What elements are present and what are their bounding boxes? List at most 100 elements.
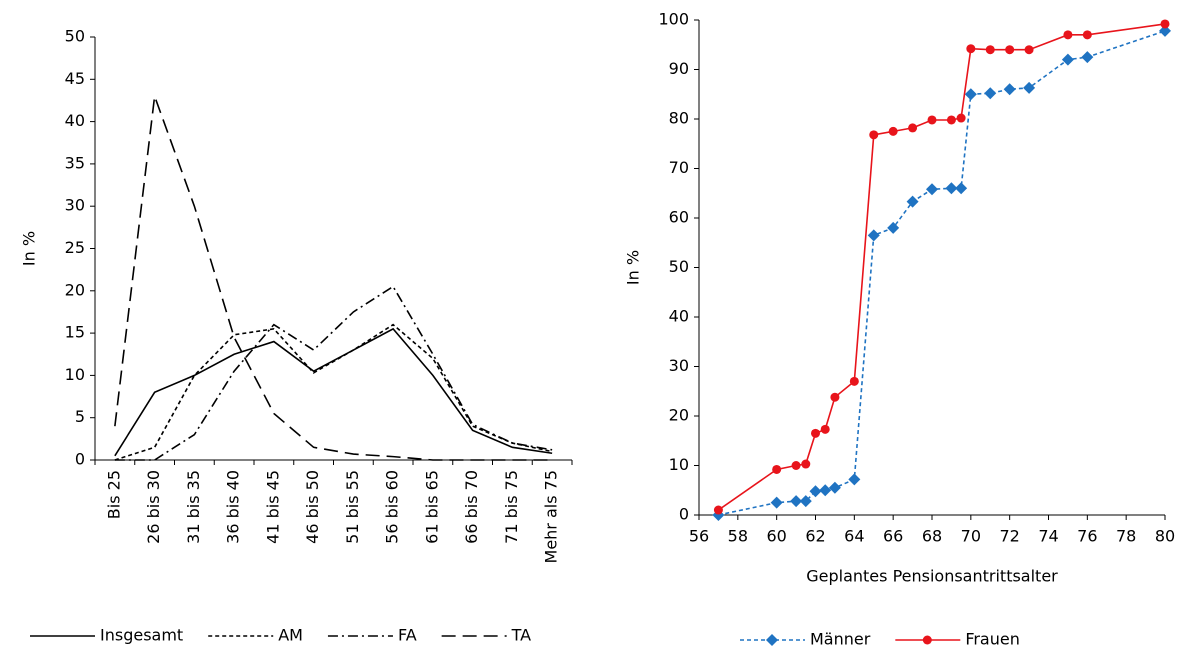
y-tick-label: 70 (669, 158, 689, 177)
y-tick-label: 100 (658, 10, 689, 29)
x-tick-label: Mehr als 75 (542, 470, 561, 563)
series-marker (828, 481, 841, 494)
y-axis-label: In % (20, 231, 39, 266)
series-marker (955, 182, 968, 195)
y-tick-label: 45 (65, 69, 85, 88)
x-tick-label: 56 bis 60 (383, 470, 402, 544)
series-marker (1023, 81, 1036, 94)
y-tick-label: 90 (669, 59, 689, 78)
x-tick-label: 51 bis 55 (343, 470, 362, 544)
x-tick-label: 58 (728, 527, 748, 546)
y-tick-label: 0 (75, 450, 85, 469)
series-marker (867, 229, 880, 242)
x-tick-label: 71 bis 75 (502, 470, 521, 544)
x-tick-label: 46 bis 50 (303, 470, 322, 544)
y-tick-label: 35 (65, 153, 85, 172)
series-marker (790, 495, 803, 508)
series-marker (908, 123, 918, 133)
y-tick-label: 50 (65, 27, 85, 46)
y-tick-label: 10 (669, 455, 689, 474)
series-marker (984, 87, 997, 100)
series-marker (927, 115, 937, 125)
x-tick-label: 60 (766, 527, 786, 546)
series-marker (946, 115, 956, 125)
x-tick-label: 36 bis 40 (224, 470, 243, 544)
y-tick-label: 25 (65, 238, 85, 257)
x-tick-label: 72 (999, 527, 1019, 546)
y-tick-label: 10 (65, 365, 85, 384)
series-marker (1003, 83, 1016, 96)
series-marker (945, 182, 958, 195)
legend-marker (922, 635, 932, 645)
series-marker (1081, 51, 1094, 64)
x-tick-label: 56 (689, 527, 709, 546)
legend-label: Insgesamt (100, 626, 183, 645)
series-marker (1159, 24, 1171, 37)
series-marker (1082, 30, 1092, 40)
series-marker (926, 183, 938, 196)
series-line (114, 327, 553, 457)
series-marker (811, 428, 820, 438)
x-tick-label: 70 (961, 527, 981, 546)
x-tick-label: 78 (1116, 527, 1136, 546)
y-tick-label: 20 (669, 406, 689, 425)
series-marker (869, 130, 879, 140)
x-tick-label: 62 (805, 527, 825, 546)
series-marker (966, 44, 976, 54)
y-tick-label: 30 (65, 196, 85, 215)
x-tick-label: 61 bis 65 (422, 470, 441, 544)
series-marker (830, 392, 840, 402)
series-marker (888, 126, 898, 136)
series-marker (809, 485, 822, 498)
series-marker (820, 424, 830, 434)
series-marker (1005, 45, 1015, 55)
series-marker (1024, 45, 1034, 55)
legend-label: Frauen (965, 630, 1020, 649)
series-marker (819, 484, 832, 497)
y-tick-label: 0 (679, 505, 689, 524)
x-axis-label: Geplantes Pensionsantrittsalter (806, 567, 1058, 586)
legend-label: Männer (810, 630, 871, 649)
series-marker (1063, 30, 1073, 40)
y-axis-label: In % (624, 250, 643, 285)
series-line (114, 285, 553, 461)
legend-label: TA (511, 626, 532, 645)
x-tick-label: 66 (883, 527, 903, 546)
series-marker (849, 376, 859, 386)
y-tick-label: 50 (669, 257, 689, 276)
series-marker (906, 195, 919, 208)
x-tick-label: 64 (844, 527, 864, 546)
series-marker (1160, 19, 1170, 29)
series-marker (799, 495, 812, 508)
y-tick-label: 40 (669, 307, 689, 326)
series-marker (772, 464, 782, 474)
x-tick-label: 74 (1038, 527, 1058, 546)
series-marker (1061, 53, 1074, 66)
y-tick-label: 40 (65, 111, 85, 130)
legend-label: AM (278, 626, 303, 645)
y-tick-label: 60 (669, 208, 689, 227)
x-tick-label: 76 (1077, 527, 1097, 546)
series-marker (770, 496, 783, 509)
y-tick-label: 30 (669, 356, 689, 375)
series-marker (964, 88, 977, 101)
series-marker (713, 505, 723, 515)
series-marker (791, 461, 801, 470)
y-tick-label: 20 (65, 280, 85, 299)
series-marker (848, 473, 861, 486)
legend-label: FA (398, 626, 417, 645)
x-tick-label: 80 (1155, 527, 1175, 546)
series-marker (956, 113, 966, 123)
x-tick-label: 26 bis 30 (144, 470, 163, 544)
series-line (718, 30, 1166, 516)
y-tick-label: 5 (75, 407, 85, 426)
x-tick-label: 66 bis 70 (462, 470, 481, 544)
series-marker (887, 221, 900, 234)
series-marker (985, 45, 995, 55)
x-tick-label: Bis 25 (104, 470, 123, 519)
x-tick-label: 31 bis 35 (184, 470, 203, 544)
y-tick-label: 15 (65, 323, 85, 342)
series-line (114, 323, 553, 461)
legend-marker (766, 634, 778, 646)
